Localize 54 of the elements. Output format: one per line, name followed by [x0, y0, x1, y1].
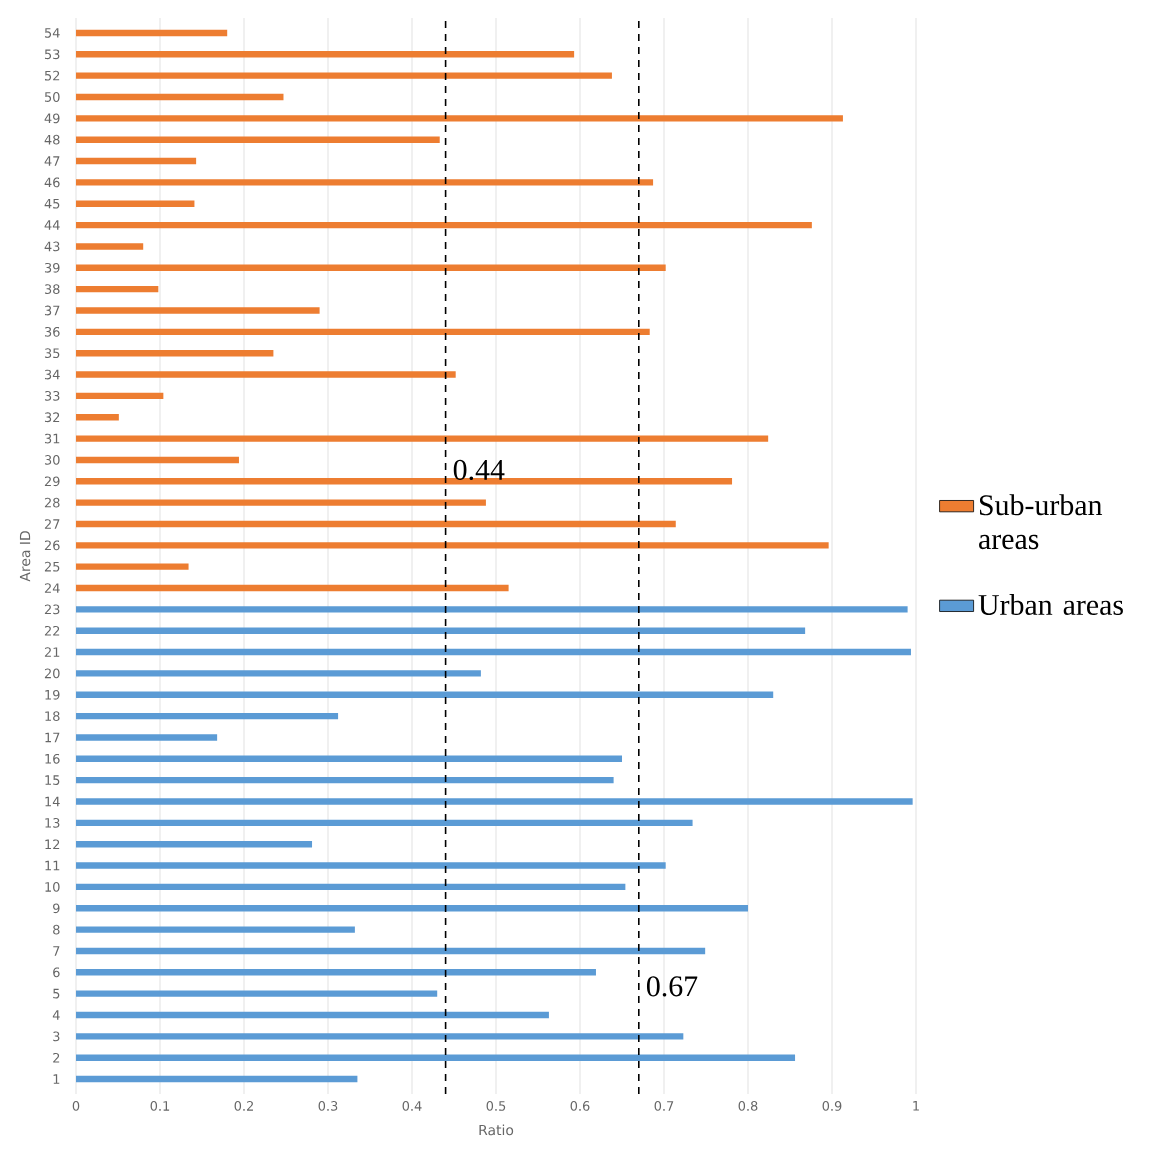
bar: [76, 285, 159, 293]
bar: [76, 371, 456, 378]
bar: [76, 648, 911, 656]
bar: [76, 29, 228, 37]
bar: [76, 264, 666, 271]
bar: [76, 712, 339, 720]
bar: [76, 841, 313, 848]
bar: [76, 755, 623, 763]
bar: [76, 115, 843, 122]
ref-line-label: 0.44: [453, 459, 505, 481]
bar: [76, 776, 614, 784]
bar: [76, 435, 769, 442]
bar: [76, 691, 774, 698]
bar: [76, 905, 749, 912]
bar: [76, 157, 197, 165]
bar: [76, 414, 119, 421]
bar: [76, 136, 440, 143]
bar: [76, 1011, 549, 1019]
ref-line-label: 0.67: [646, 976, 698, 997]
bar: [76, 947, 706, 955]
bar: [76, 93, 284, 101]
bar: [76, 1033, 684, 1040]
bar: [76, 221, 812, 229]
bar: [76, 883, 626, 891]
bar: [76, 478, 733, 485]
bar: [76, 1054, 796, 1061]
bar: [76, 499, 486, 506]
bar: [76, 243, 144, 250]
bar: [76, 563, 189, 570]
bar: [76, 670, 481, 677]
bar: [76, 734, 218, 741]
bar: [76, 328, 650, 336]
bar: [76, 798, 913, 805]
bar: [76, 969, 596, 976]
bar: [76, 51, 575, 58]
bar: [76, 520, 676, 528]
bar: [76, 990, 438, 997]
bar: [76, 200, 195, 207]
bar: [76, 584, 509, 592]
bar: [76, 926, 355, 933]
bar: [76, 456, 239, 464]
legend-label: Urban areas: [978, 594, 1123, 615]
bar: [76, 72, 612, 79]
bar: [76, 179, 654, 186]
bar: [76, 606, 908, 613]
bar: [76, 627, 806, 634]
bar: [76, 307, 320, 314]
bar: [76, 392, 164, 400]
legend-label: Sub-urban areas: [979, 494, 1103, 550]
bar: [76, 862, 666, 869]
bar: [76, 819, 693, 827]
bar: [76, 349, 274, 357]
bar: [76, 542, 829, 549]
bar: [76, 1075, 358, 1083]
